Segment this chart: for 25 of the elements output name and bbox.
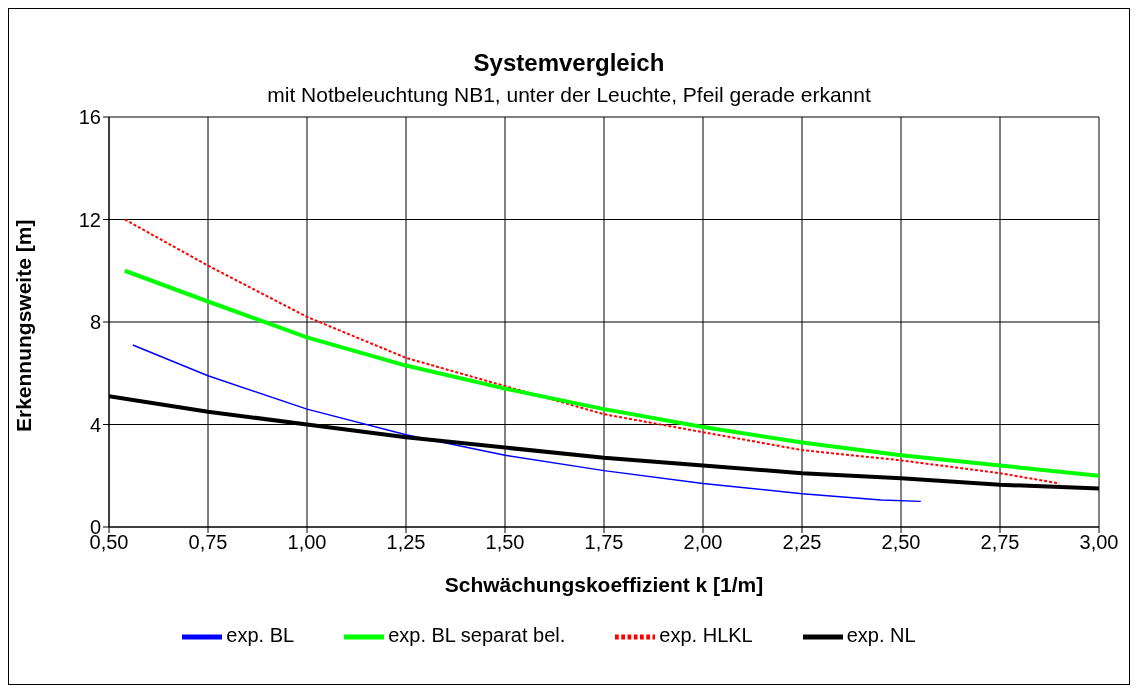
y-tick-label: 16 <box>78 106 101 129</box>
x-tick-label: 0,75 <box>188 531 228 554</box>
x-tick-label: 2,75 <box>980 531 1020 554</box>
y-tick-label: 8 <box>89 311 101 334</box>
y-tick-label: 4 <box>89 413 101 436</box>
line-series <box>122 268 1099 478</box>
x-tick-label: 2,25 <box>782 531 822 554</box>
chart-title: Systemvergleich <box>472 49 666 77</box>
line-series <box>132 344 922 503</box>
x-tick-label: 1,25 <box>386 531 426 554</box>
line-series <box>123 218 1061 485</box>
x-tick-label: 1,50 <box>485 531 525 554</box>
chart-subtitle: mit Notbeleuchtung NB1, unter der Leuchte, Pfeil gerade erkannt <box>266 83 872 107</box>
x-tick-label: 3,00 <box>1079 531 1119 554</box>
y-tick-label: 12 <box>78 208 101 231</box>
legend-label: exp. HLKL <box>659 624 753 647</box>
x-tick-label: 1,00 <box>287 531 327 554</box>
x-tick-label: 2,00 <box>683 531 723 554</box>
x-tick-label: 1,75 <box>584 531 624 554</box>
x-axis-title: Schwächungskoeffizient k [1/m] <box>444 573 764 596</box>
legend-label: exp. NL <box>846 624 916 647</box>
x-tick-label: 2,50 <box>881 531 921 554</box>
legend-label: exp. BL <box>226 624 295 647</box>
y-axis-title: Erkennungsweite [m] <box>12 219 36 432</box>
legend-label: exp. BL separat bel. <box>388 624 566 647</box>
